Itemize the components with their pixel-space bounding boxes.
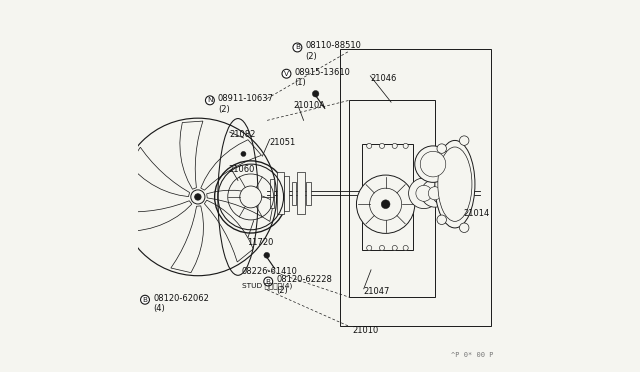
Circle shape [437, 144, 447, 153]
Ellipse shape [438, 147, 472, 221]
Text: 08120-62062
(4): 08120-62062 (4) [153, 294, 209, 313]
Polygon shape [124, 201, 192, 231]
Circle shape [421, 179, 449, 207]
Polygon shape [171, 206, 204, 273]
Circle shape [403, 246, 408, 250]
Polygon shape [207, 190, 274, 221]
Bar [340, 49, 492, 326]
Text: 08110-88510
(2): 08110-88510 (2) [305, 41, 362, 61]
Bar [362, 144, 413, 250]
Text: STUD スタッド(4): STUD スタッド(4) [242, 282, 292, 289]
Text: 21010: 21010 [353, 326, 379, 334]
Circle shape [380, 143, 385, 148]
Circle shape [420, 151, 446, 177]
Circle shape [416, 185, 432, 201]
Bar [284, 176, 289, 211]
Circle shape [392, 143, 397, 148]
Text: 21047: 21047 [364, 287, 390, 296]
Text: ^P 0* 00 P: ^P 0* 00 P [451, 352, 493, 358]
Text: V: V [284, 71, 289, 77]
Polygon shape [204, 200, 253, 262]
Circle shape [241, 151, 246, 157]
Polygon shape [180, 121, 203, 189]
Circle shape [408, 178, 439, 209]
Circle shape [312, 90, 319, 97]
Circle shape [369, 188, 402, 220]
Circle shape [191, 190, 205, 204]
Circle shape [381, 200, 390, 209]
Circle shape [356, 175, 415, 233]
Text: N: N [207, 97, 212, 103]
Circle shape [240, 186, 262, 208]
Text: 21051: 21051 [269, 138, 296, 147]
Ellipse shape [435, 141, 475, 228]
Text: 21060: 21060 [229, 165, 255, 174]
Bar [298, 172, 305, 214]
Circle shape [403, 143, 408, 148]
Text: B: B [266, 279, 271, 285]
Bar [277, 172, 284, 214]
Text: B: B [143, 297, 147, 303]
Bar [349, 100, 435, 297]
Circle shape [437, 215, 447, 224]
Circle shape [428, 187, 442, 200]
Text: 21010A: 21010A [294, 101, 326, 110]
Circle shape [432, 182, 456, 205]
Circle shape [380, 246, 385, 250]
Circle shape [440, 189, 449, 198]
Circle shape [367, 246, 372, 250]
Polygon shape [201, 140, 262, 190]
Text: 08120-62228
(2): 08120-62228 (2) [276, 275, 332, 295]
Circle shape [195, 194, 201, 200]
Circle shape [460, 223, 469, 232]
Bar [269, 179, 274, 208]
Text: 08911-10637
(2): 08911-10637 (2) [218, 94, 274, 114]
Text: 21014: 21014 [463, 209, 489, 218]
Bar [292, 182, 296, 205]
Polygon shape [129, 147, 189, 197]
Text: 21046: 21046 [371, 74, 397, 83]
Circle shape [367, 143, 372, 148]
Text: 21082: 21082 [230, 131, 256, 140]
Circle shape [460, 136, 469, 145]
Bar [306, 182, 310, 205]
Circle shape [415, 146, 451, 182]
Text: 08226-61410: 08226-61410 [242, 267, 298, 276]
Text: 11720: 11720 [247, 238, 273, 247]
Circle shape [392, 246, 397, 250]
Text: B: B [295, 45, 300, 51]
Circle shape [264, 252, 269, 258]
Text: 08915-13610
(1): 08915-13610 (1) [294, 68, 350, 87]
